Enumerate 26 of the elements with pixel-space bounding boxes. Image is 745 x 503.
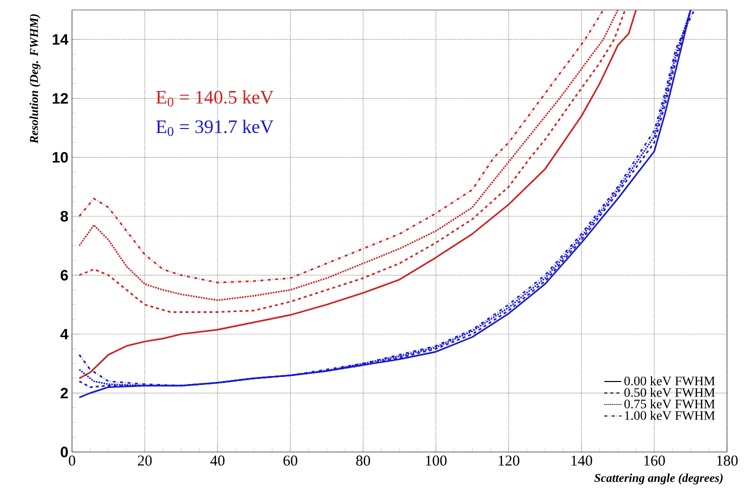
x-tick-label: 120 (498, 456, 520, 466)
y-tick-label: 10 (52, 152, 68, 163)
y-axis-title: Resolution (Deg. FWHM) (30, 14, 40, 144)
x-tick-label: 60 (283, 456, 298, 466)
y-tick-label: 0 (60, 446, 68, 458)
annotation: E$_{0}$ = 140.5 keV (156, 90, 274, 106)
x-tick-label: 40 (210, 456, 224, 466)
x-tick-label: 80 (356, 456, 370, 466)
annotation: E$_{0}$ = 391.7 keV (156, 120, 274, 136)
text: 1.00 keV FWHM (625, 410, 715, 420)
x-axis-title: Scattering angle (degrees) (594, 474, 723, 484)
x-tick-label: 100 (426, 456, 447, 466)
text: 0.50 keV FWHM (624, 388, 715, 397)
y-tick-label: 2 (60, 388, 68, 398)
y-tick-label: 8 (60, 210, 68, 222)
x-tick-label: 0 (68, 456, 76, 466)
y-tick-label: 14 (52, 34, 68, 45)
text: 0.75 keV FWHM (624, 399, 715, 408)
x-tick-label: 20 (138, 456, 152, 466)
y-tick-label: 4 (60, 328, 68, 340)
x-tick-label: 160 (644, 456, 665, 466)
text: 0.00 keV FWHM (624, 376, 715, 386)
y-tick-label: 12 (52, 93, 68, 104)
x-tick-label: 180 (717, 456, 738, 466)
y-tick-label: 6 (60, 270, 68, 280)
x-tick-label: 140 (572, 456, 592, 466)
